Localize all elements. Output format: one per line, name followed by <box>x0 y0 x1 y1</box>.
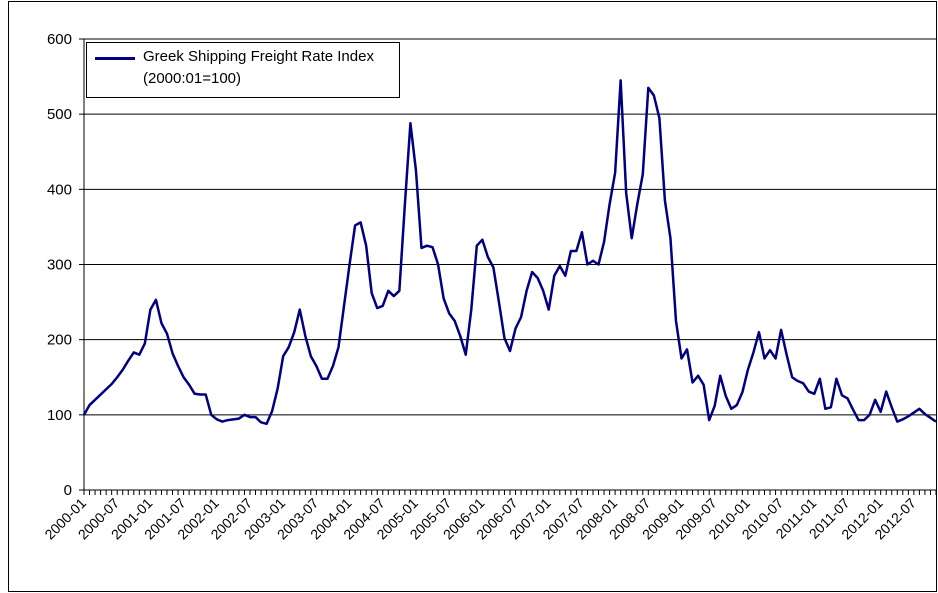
y-tick-label: 400 <box>47 181 72 198</box>
y-tick-label: 300 <box>47 257 72 274</box>
data-line <box>82 79 937 426</box>
legend: Greek Shipping Freight Rate Index (2000:… <box>86 42 400 98</box>
y-tick-label: 200 <box>47 332 72 349</box>
y-tick-label: 0 <box>64 482 72 499</box>
chart-frame <box>8 1 937 592</box>
y-tick-label: 500 <box>47 106 72 123</box>
y-tick-label: 600 <box>47 31 72 48</box>
y-tick-label: 100 <box>47 407 72 424</box>
legend-label: Greek Shipping Freight Rate Index (2000:… <box>143 48 374 87</box>
legend-swatch <box>95 57 135 60</box>
